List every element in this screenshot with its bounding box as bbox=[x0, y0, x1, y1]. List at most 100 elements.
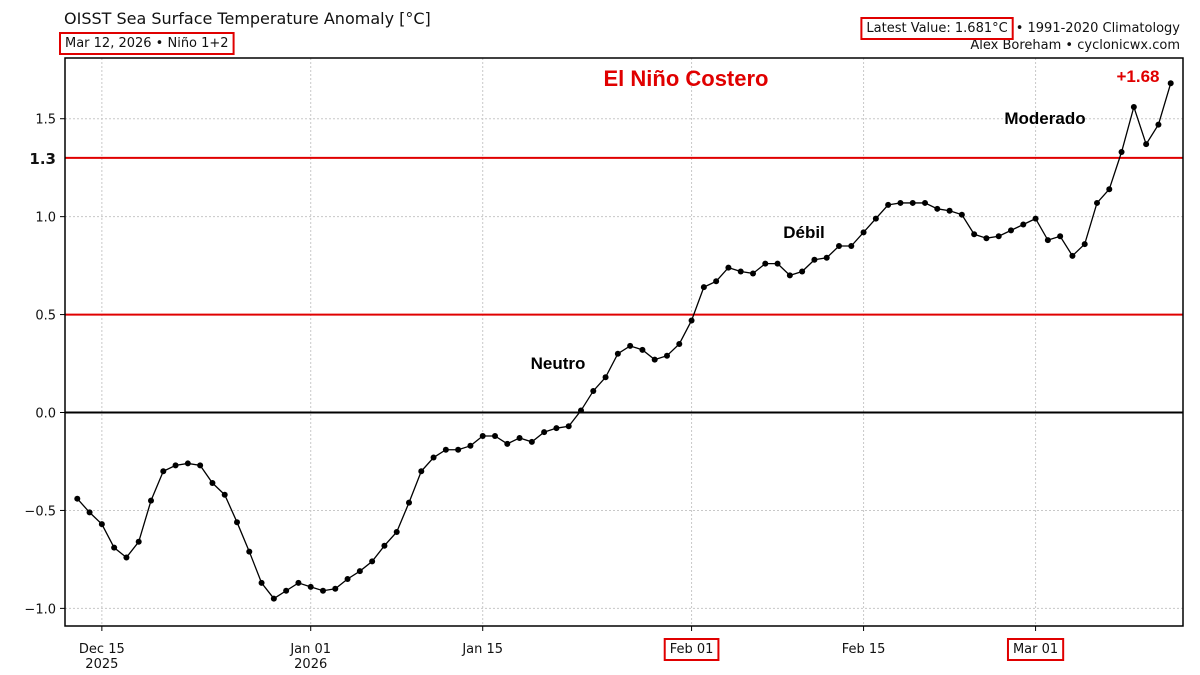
data-point bbox=[528, 438, 535, 445]
x-tick-highlight bbox=[663, 638, 720, 661]
data-point bbox=[995, 233, 1002, 240]
x-tick-label: Mar 01 bbox=[1013, 642, 1058, 657]
x-tick-highlight bbox=[1006, 638, 1065, 661]
data-point bbox=[1020, 221, 1027, 228]
data-point bbox=[1094, 199, 1100, 206]
data-point bbox=[811, 256, 818, 263]
data-point bbox=[184, 460, 191, 467]
data-point bbox=[946, 207, 953, 214]
data-point bbox=[872, 215, 879, 222]
data-point bbox=[1032, 215, 1039, 222]
climatology: • 1991-2020 Climatology bbox=[1016, 21, 1181, 36]
data-point bbox=[1130, 103, 1137, 110]
latest-value: Latest Value: 1.681°C bbox=[866, 21, 1007, 36]
y-tick-label: 0.0 bbox=[35, 407, 56, 422]
x-tick-label: Feb 01 bbox=[670, 642, 714, 657]
latest-value-box bbox=[860, 17, 1014, 40]
data-point bbox=[799, 268, 806, 275]
data-point bbox=[614, 350, 621, 357]
chart-subtitle: Mar 12, 2026 • Niño 1+2 bbox=[65, 36, 229, 51]
data-point bbox=[455, 446, 462, 453]
data-point bbox=[700, 284, 707, 291]
data-point bbox=[270, 595, 277, 602]
data-point bbox=[369, 558, 376, 565]
x-tick-label: Dec 15 2025 bbox=[79, 642, 125, 672]
data-point bbox=[234, 519, 240, 526]
data-point bbox=[111, 544, 118, 551]
y-tick-label: 0.5 bbox=[35, 309, 56, 324]
data-point bbox=[664, 352, 670, 359]
data-point bbox=[430, 454, 437, 461]
data-point bbox=[295, 579, 302, 586]
data-point bbox=[479, 433, 486, 440]
data-point bbox=[1008, 227, 1014, 234]
data-point bbox=[565, 423, 572, 430]
data-point bbox=[1069, 252, 1076, 259]
data-point bbox=[332, 585, 339, 592]
y-tick-label: −0.5 bbox=[24, 504, 56, 519]
reference-label: 1.3 bbox=[29, 150, 56, 168]
data-point bbox=[836, 243, 842, 250]
data-point bbox=[553, 425, 560, 432]
data-point bbox=[344, 575, 351, 582]
data-point bbox=[467, 442, 474, 449]
annotation: Neutro bbox=[531, 354, 586, 373]
data-point bbox=[172, 462, 179, 469]
plot-frame bbox=[64, 57, 1184, 627]
data-point bbox=[578, 407, 584, 414]
data-point bbox=[406, 499, 412, 506]
data-point bbox=[86, 509, 93, 516]
credit: Alex Boreham • cyclonicwx.com bbox=[970, 38, 1180, 53]
data-point bbox=[492, 433, 498, 440]
data-point bbox=[602, 374, 609, 381]
data-point bbox=[98, 521, 105, 528]
x-tick-label: Feb 15 bbox=[842, 642, 886, 657]
annotation: Moderado bbox=[1004, 109, 1085, 128]
x-tick-label: Jan 01 2026 bbox=[289, 642, 331, 672]
annotation: El Niño Costero bbox=[603, 66, 768, 91]
data-point bbox=[639, 346, 646, 353]
data-point bbox=[651, 356, 658, 363]
data-point bbox=[848, 243, 855, 250]
y-tick-label: 1.5 bbox=[35, 113, 56, 128]
data-point bbox=[197, 462, 204, 469]
data-point bbox=[958, 211, 965, 218]
data-point bbox=[209, 480, 216, 487]
data-point bbox=[983, 235, 990, 242]
data-point bbox=[934, 205, 941, 212]
annotation: +1.68 bbox=[1116, 67, 1159, 86]
data-point bbox=[627, 342, 634, 349]
data-point bbox=[823, 254, 830, 261]
data-point bbox=[135, 538, 142, 545]
data-point bbox=[74, 495, 81, 502]
data-point bbox=[885, 201, 892, 208]
data-point bbox=[516, 434, 523, 441]
data-point bbox=[258, 579, 265, 586]
data-point bbox=[221, 491, 228, 498]
data-point bbox=[1057, 233, 1064, 240]
data-point bbox=[246, 548, 253, 555]
data-point bbox=[971, 231, 978, 238]
data-point bbox=[1081, 241, 1088, 248]
series-line bbox=[76, 83, 1172, 600]
data-point bbox=[1044, 237, 1051, 244]
data-point bbox=[160, 468, 167, 475]
data-point bbox=[897, 199, 904, 206]
data-point bbox=[381, 542, 388, 549]
y-tick-label: 1.0 bbox=[35, 211, 56, 226]
annotation: Débil bbox=[783, 223, 825, 242]
data-point bbox=[725, 264, 732, 271]
data-point bbox=[1167, 80, 1174, 87]
x-tick-label: Jan 15 bbox=[461, 642, 503, 657]
data-point bbox=[1106, 186, 1113, 193]
data-point bbox=[774, 260, 781, 267]
y-tick-label: −1.0 bbox=[24, 602, 56, 617]
data-point bbox=[123, 554, 130, 561]
data-point bbox=[737, 268, 744, 275]
data-point bbox=[750, 270, 756, 277]
data-point bbox=[676, 340, 683, 347]
data-point bbox=[320, 587, 326, 594]
data-point bbox=[688, 317, 695, 324]
data-point bbox=[922, 199, 928, 206]
